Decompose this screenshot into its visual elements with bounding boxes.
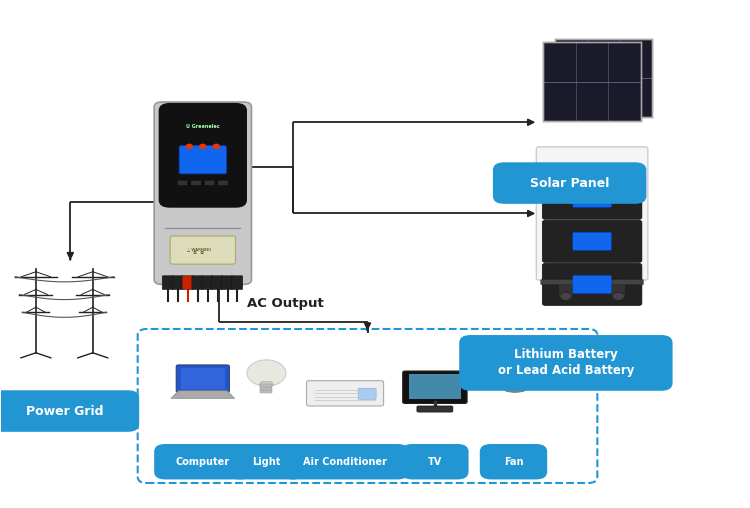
FancyBboxPatch shape (202, 276, 213, 290)
Text: Lithium Battery
or Lead Acid Battery: Lithium Battery or Lead Acid Battery (498, 348, 634, 377)
FancyBboxPatch shape (573, 189, 611, 207)
FancyBboxPatch shape (159, 103, 247, 208)
Text: ≡  ≡: ≡ ≡ (194, 250, 205, 255)
FancyBboxPatch shape (172, 276, 183, 290)
Text: AC Output: AC Output (247, 297, 323, 310)
Circle shape (247, 360, 286, 386)
FancyBboxPatch shape (177, 180, 188, 186)
FancyBboxPatch shape (493, 162, 646, 204)
FancyBboxPatch shape (176, 365, 230, 392)
FancyBboxPatch shape (536, 147, 648, 280)
FancyBboxPatch shape (542, 220, 642, 262)
FancyBboxPatch shape (0, 390, 140, 432)
Text: Solar Panel: Solar Panel (530, 177, 609, 189)
Text: Power Grid: Power Grid (26, 404, 103, 418)
FancyBboxPatch shape (232, 276, 243, 290)
FancyBboxPatch shape (192, 276, 203, 290)
FancyBboxPatch shape (204, 180, 214, 186)
FancyBboxPatch shape (610, 279, 626, 296)
FancyBboxPatch shape (307, 380, 383, 406)
Polygon shape (171, 391, 235, 398)
FancyBboxPatch shape (260, 387, 272, 390)
FancyBboxPatch shape (260, 384, 272, 387)
Text: TV: TV (427, 457, 442, 467)
Ellipse shape (506, 374, 515, 384)
FancyBboxPatch shape (480, 444, 548, 480)
FancyBboxPatch shape (417, 406, 453, 412)
Circle shape (186, 144, 192, 148)
FancyBboxPatch shape (542, 263, 642, 305)
FancyBboxPatch shape (190, 180, 201, 186)
FancyBboxPatch shape (154, 102, 251, 284)
FancyBboxPatch shape (541, 279, 644, 284)
Text: Light: Light (252, 457, 280, 467)
FancyBboxPatch shape (179, 146, 226, 174)
Circle shape (509, 369, 518, 375)
Text: UGreenelec: UGreenelec (568, 164, 601, 169)
FancyBboxPatch shape (154, 444, 251, 480)
Ellipse shape (504, 386, 526, 392)
Ellipse shape (500, 363, 512, 371)
Circle shape (560, 292, 572, 300)
FancyBboxPatch shape (358, 388, 376, 399)
FancyBboxPatch shape (260, 390, 272, 393)
FancyBboxPatch shape (211, 276, 223, 290)
Circle shape (213, 144, 219, 148)
FancyBboxPatch shape (544, 43, 640, 121)
FancyBboxPatch shape (170, 236, 236, 264)
FancyBboxPatch shape (217, 180, 228, 186)
FancyBboxPatch shape (459, 335, 673, 391)
FancyBboxPatch shape (559, 279, 574, 296)
Text: △ WARNING: △ WARNING (187, 247, 211, 251)
Polygon shape (259, 382, 274, 386)
Circle shape (200, 144, 206, 148)
FancyBboxPatch shape (573, 275, 611, 294)
FancyBboxPatch shape (182, 276, 194, 290)
Text: Fan: Fan (504, 457, 524, 467)
FancyBboxPatch shape (181, 368, 225, 389)
FancyBboxPatch shape (542, 177, 642, 219)
FancyBboxPatch shape (162, 276, 173, 290)
FancyBboxPatch shape (555, 39, 652, 117)
FancyBboxPatch shape (281, 444, 409, 480)
Text: Computer: Computer (176, 457, 230, 467)
FancyBboxPatch shape (403, 371, 467, 403)
Ellipse shape (517, 367, 531, 373)
Text: U Greenelec: U Greenelec (186, 124, 220, 129)
FancyBboxPatch shape (573, 232, 611, 250)
Text: Air Conditioner: Air Conditioner (303, 457, 387, 467)
FancyBboxPatch shape (401, 444, 469, 480)
FancyBboxPatch shape (228, 444, 304, 480)
Circle shape (612, 292, 624, 300)
FancyBboxPatch shape (221, 276, 232, 290)
FancyBboxPatch shape (409, 374, 461, 399)
